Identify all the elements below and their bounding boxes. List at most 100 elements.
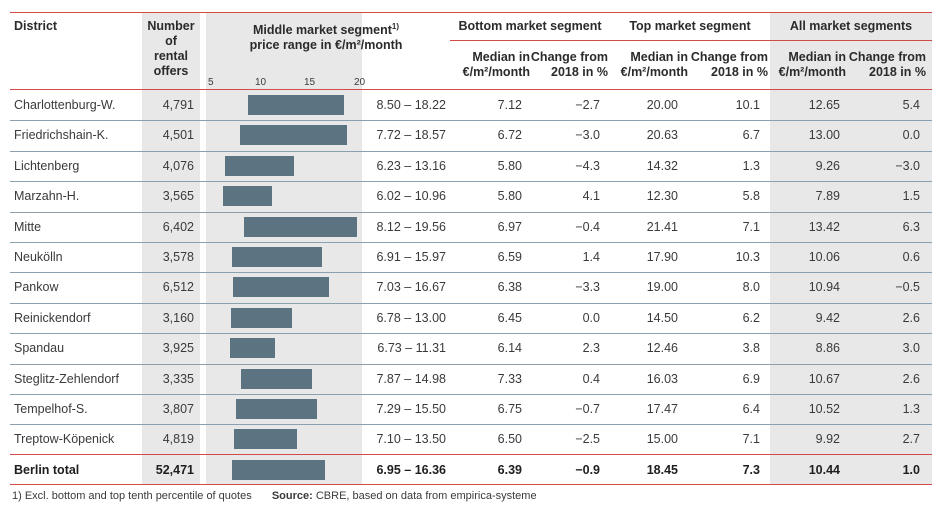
cell-t-med: 19.00 <box>646 280 678 295</box>
row-divider <box>10 424 932 426</box>
price-range-bar <box>230 338 276 359</box>
cell-t-med: 14.32 <box>646 158 678 173</box>
price-range-bar <box>223 186 272 207</box>
cell-b-chg: 4.1 <box>582 189 600 204</box>
cell-b-chg: −4.3 <box>575 158 600 173</box>
price-range-bar <box>230 307 293 328</box>
cell-offers: 3,807 <box>162 402 194 416</box>
cell-range: 7.10 – 13.50 <box>376 432 446 447</box>
row-divider <box>10 302 932 304</box>
cell-range: 6.23 – 13.16 <box>376 158 446 173</box>
cell-a-med: 7.89 <box>815 189 840 204</box>
cell-b-med: 5.80 <box>497 158 522 173</box>
cell-a-med: 10.67 <box>808 371 840 386</box>
cell-offers: 6,512 <box>162 280 194 295</box>
cell-t-med: 12.46 <box>646 341 678 356</box>
row-divider <box>10 333 932 335</box>
subheader-line: Median in <box>472 50 530 64</box>
cell-t-chg: 8.0 <box>742 280 760 295</box>
cell-t-chg: 7.1 <box>742 219 760 234</box>
header-all-segments: All market segments <box>789 19 913 33</box>
cell-district: Lichtenberg <box>14 158 80 173</box>
cell-offers: 4,819 <box>162 432 194 447</box>
cell-t-med: 17.47 <box>646 402 678 416</box>
cell-b-chg: −3.0 <box>575 128 600 143</box>
cell-a-chg: 3.0 <box>902 341 920 356</box>
cell-t-med: 12.30 <box>646 189 678 204</box>
cell-range: 6.91 – 15.97 <box>376 250 446 264</box>
cell-district: Marzahn-H. <box>14 189 80 204</box>
header-middle: Middle market segment1) price range in €… <box>206 19 446 53</box>
cell-offers: 52,471 <box>155 463 194 477</box>
cell-t-med: 18.45 <box>646 463 678 477</box>
cell-t-med: 20.00 <box>646 98 678 112</box>
cell-t-chg: 7.1 <box>742 432 760 447</box>
cell-t-med: 14.50 <box>646 310 678 325</box>
subheader-line: €/m²/month <box>462 65 530 79</box>
cell-a-med: 13.42 <box>808 219 840 234</box>
row-divider <box>10 211 932 213</box>
cell-district: Berlin total <box>14 463 80 477</box>
subheader-line: €/m²/month <box>778 65 846 79</box>
cell-t-chg: 7.3 <box>742 463 760 477</box>
axis-tick: 15 <box>304 77 316 88</box>
cell-offers: 3,565 <box>162 189 194 204</box>
cell-b-med: 6.97 <box>497 219 522 234</box>
cell-t-chg: 10.1 <box>735 98 760 112</box>
price-range-bar <box>233 277 329 298</box>
cell-b-chg: −0.9 <box>575 463 600 477</box>
cell-b-med: 6.45 <box>497 310 522 325</box>
cell-a-chg: 0.6 <box>902 250 920 264</box>
row-divider <box>10 120 932 122</box>
cell-a-med: 10.44 <box>808 463 840 477</box>
subheader-line: 2018 in % <box>551 65 608 79</box>
cell-a-chg: 5.4 <box>902 98 920 112</box>
cell-a-med: 10.52 <box>808 402 840 416</box>
cell-offers: 3,335 <box>162 371 194 386</box>
subheader-line: 2018 in % <box>711 65 768 79</box>
cell-t-chg: 3.8 <box>742 341 760 356</box>
cell-b-chg: −2.7 <box>575 98 600 112</box>
cell-t-med: 16.03 <box>646 371 678 386</box>
cell-range: 8.12 – 19.56 <box>376 219 446 234</box>
cell-t-chg: 10.3 <box>735 250 760 264</box>
subheader-line: Change from <box>848 50 926 64</box>
subheader-top-median: Median in €/m²/month <box>606 50 688 80</box>
footnote-text: 1) Excl. bottom and top tenth percentile… <box>12 490 252 502</box>
cell-a-chg: −3.0 <box>895 158 920 173</box>
cell-b-med: 6.14 <box>497 341 522 356</box>
cell-offers: 3,160 <box>162 310 194 325</box>
row-divider <box>10 242 932 243</box>
cell-range: 7.29 – 15.50 <box>376 402 446 416</box>
cell-t-chg: 1.3 <box>742 158 760 173</box>
cell-offers: 4,076 <box>162 158 194 173</box>
cell-a-chg: 2.6 <box>902 310 920 325</box>
cell-t-chg: 6.4 <box>742 402 760 416</box>
cell-t-med: 15.00 <box>646 432 678 447</box>
cell-a-chg: 6.3 <box>902 219 920 234</box>
cell-b-med: 6.72 <box>497 128 522 143</box>
footnote-marker: 1) <box>391 22 400 31</box>
cell-a-chg: 2.6 <box>902 371 920 386</box>
cell-district: Pankow <box>14 280 59 295</box>
cell-b-med: 6.38 <box>497 280 522 295</box>
header-offers-line: Number <box>147 19 195 33</box>
cell-district: Charlottenburg-W. <box>14 98 116 112</box>
header-middle-subtitle: price range in €/m²/month <box>249 38 403 53</box>
cell-offers: 3,578 <box>162 250 194 264</box>
cell-range: 7.72 – 18.57 <box>376 128 446 143</box>
subheader-line: Change from <box>690 50 768 64</box>
price-range-bar <box>233 429 298 450</box>
price-range-bar <box>239 125 348 146</box>
cell-a-med: 13.00 <box>808 128 840 143</box>
cell-district: Neukölln <box>14 250 63 264</box>
cell-b-chg: −3.3 <box>575 280 600 295</box>
cell-b-chg: −0.7 <box>575 402 600 416</box>
cell-a-med: 9.92 <box>815 432 840 447</box>
cell-a-chg: 1.0 <box>902 463 920 477</box>
cell-a-med: 9.26 <box>815 158 840 173</box>
row-divider <box>10 272 932 274</box>
price-range-bar <box>235 399 317 419</box>
cell-a-med: 10.06 <box>808 250 840 264</box>
header-district: District <box>14 19 58 33</box>
